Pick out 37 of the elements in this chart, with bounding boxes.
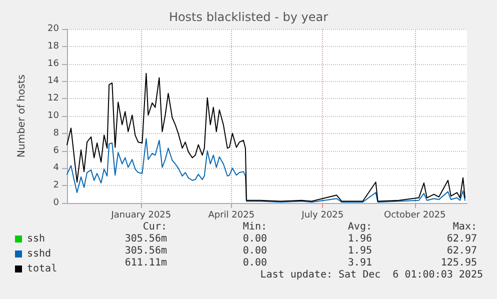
text: Min: — [242, 222, 267, 232]
chart-title: Hosts blacklisted - by year — [168, 10, 328, 24]
text: 0.00 — [242, 234, 267, 244]
text: 305.56m — [124, 234, 167, 244]
text: Cur: — [142, 222, 167, 232]
x-tick-label: January 2025 — [110, 210, 172, 220]
text: 0.00 — [242, 258, 267, 268]
legend-label: ssh — [27, 234, 46, 244]
y-tick-label: 10 — [48, 111, 60, 121]
text: 1.96 — [348, 234, 372, 244]
y-tick-label: 14 — [48, 76, 60, 86]
text: Last update: Sat Dec 6 01:00:03 2025 — [260, 270, 483, 280]
y-axis-title: Number of hosts — [16, 74, 28, 158]
legend-label: sshd — [27, 248, 52, 260]
x-tick-label: July 2025 — [300, 210, 344, 220]
text: 125.95 — [440, 258, 477, 268]
text: Avg: — [348, 222, 372, 232]
y-tick-label: 16 — [48, 58, 60, 69]
y-tick-label: 6 — [53, 146, 60, 156]
text: 611.11m — [124, 258, 167, 268]
x-tick-label: April 2025 — [208, 210, 255, 220]
legend-label: total — [27, 264, 58, 274]
y-tick-label: 12 — [48, 94, 59, 104]
x-tick-label: October 2025 — [384, 210, 446, 220]
y-tick-label: 20 — [48, 24, 60, 34]
y-tick-label: 18 — [48, 41, 60, 52]
text: 62.97 — [446, 246, 477, 256]
text: Max: — [452, 222, 477, 232]
text: 62.97 — [446, 234, 477, 244]
text: 305.56m — [124, 246, 167, 256]
text: 0.00 — [242, 246, 267, 256]
y-tick-label: 8 — [53, 128, 60, 138]
text: 3.91 — [348, 258, 372, 268]
y-tick-label: 0 — [53, 198, 60, 208]
y-tick-label: 4 — [53, 163, 60, 174]
y-tick-label: 2 — [53, 180, 59, 191]
text: 1.95 — [348, 246, 372, 256]
